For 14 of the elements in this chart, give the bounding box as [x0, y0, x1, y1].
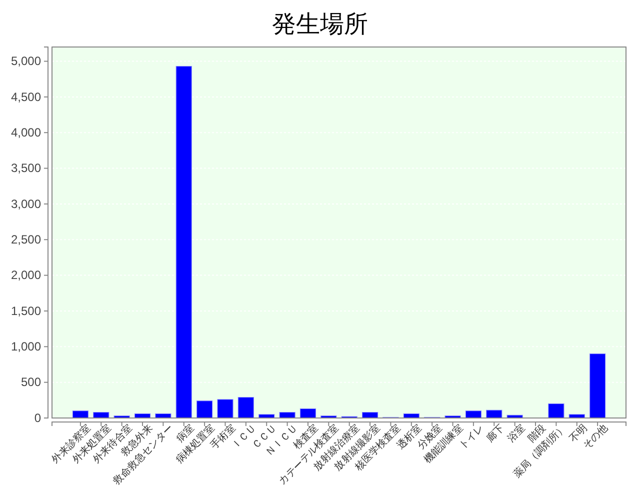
y-tick-label: 1,000 [10, 339, 42, 354]
y-tick-label: 2,500 [10, 232, 42, 246]
y-tick-label: 3,500 [10, 161, 42, 176]
y-tick-label: 3,000 [10, 196, 42, 211]
y-tick-label: 1,500 [10, 304, 42, 318]
y-tick-label: 5,000 [10, 54, 42, 68]
x-tick-label: 浴室 [504, 422, 528, 445]
y-tick-label: 4,000 [10, 125, 42, 140]
y-tick-label: 4,500 [10, 90, 42, 104]
x-tick-label: 廊下 [484, 422, 507, 445]
y-tick-label: 0 [34, 410, 42, 425]
y-tick-label: 500 [20, 375, 42, 390]
y-tick-label: 2,000 [10, 268, 42, 282]
chart-title: 発生場所 [272, 10, 368, 38]
